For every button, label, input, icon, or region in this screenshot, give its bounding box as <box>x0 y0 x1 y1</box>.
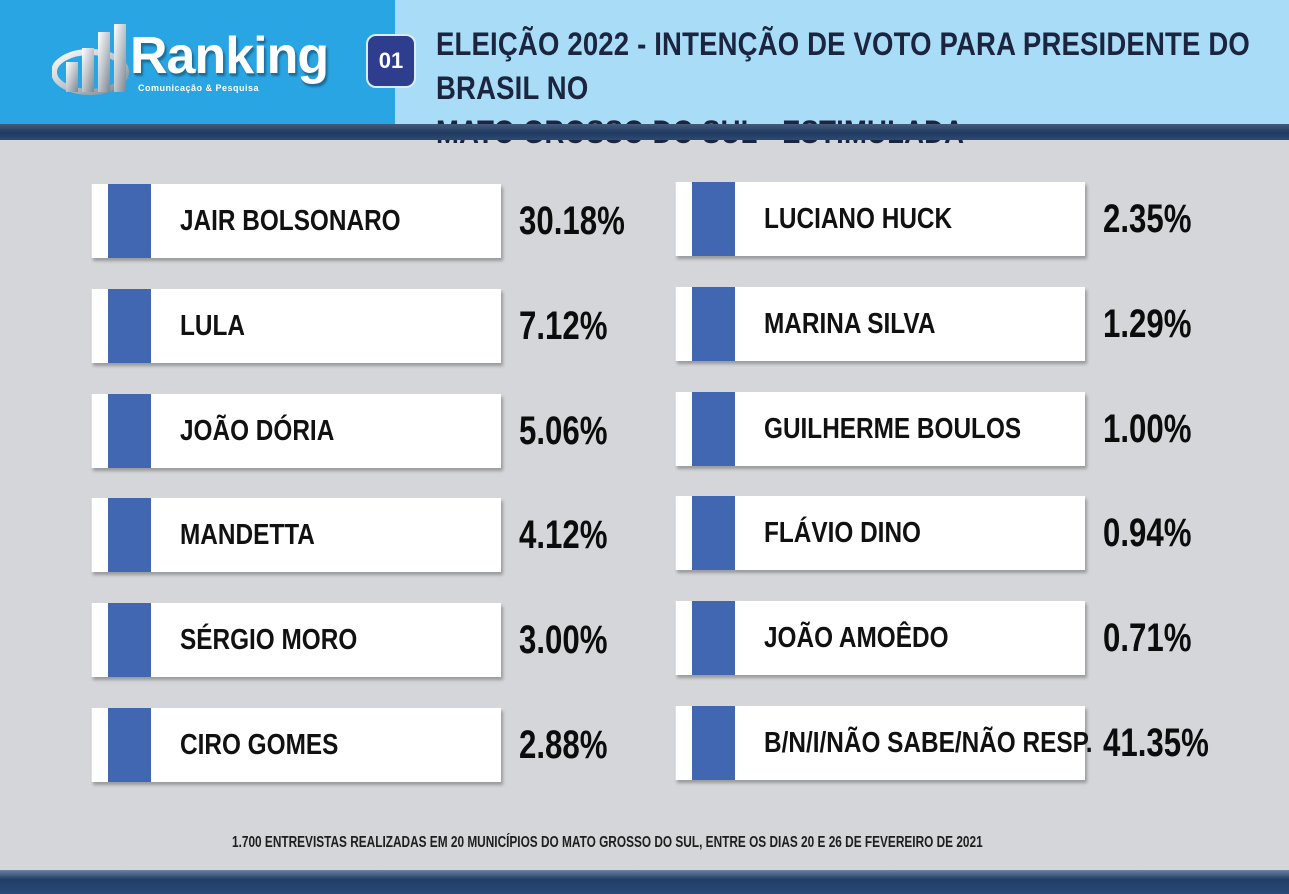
candidate-name: SÉRGIO MORO <box>180 623 358 656</box>
candidate-percentage: 3.00% <box>519 617 608 662</box>
candidate-accent-bar <box>692 601 735 675</box>
candidate-card: JOÃO AMOÊDO <box>675 601 1085 675</box>
candidate-percentage: 1.00% <box>1103 406 1192 451</box>
candidate-percentage: 4.12% <box>519 512 608 557</box>
candidate-name: GUILHERME BOULOS <box>764 412 1022 445</box>
candidate-card: LULA <box>91 289 501 363</box>
candidate-card: MARINA SILVA <box>675 287 1085 361</box>
candidate-card: B/N/I/NÃO SABE/NÃO RESP. <box>675 706 1093 780</box>
candidate-percentage: 2.35% <box>1103 196 1192 241</box>
candidate-accent-bar <box>692 392 735 466</box>
candidate-name: MANDETTA <box>180 518 315 551</box>
candidate-accent-bar <box>108 708 151 782</box>
candidate-name: JOÃO AMOÊDO <box>764 621 949 654</box>
candidate-accent-bar <box>692 496 735 570</box>
candidate-accent-bar <box>108 289 151 363</box>
slide-number-badge: 01 <box>366 34 416 88</box>
candidate-accent-bar <box>692 706 735 780</box>
candidate-card: MANDETTA <box>91 498 501 572</box>
candidate-name: JOÃO DÓRIA <box>180 414 335 447</box>
header: Ranking Comunicação & Pesquisa 01 ELEIÇÃ… <box>0 0 1289 150</box>
candidate-percentage: 7.12% <box>519 303 608 348</box>
candidate-percentage: 2.88% <box>519 722 608 767</box>
candidate-name: MARINA SILVA <box>764 307 936 340</box>
candidate-percentage: 0.71% <box>1103 615 1192 660</box>
logo-panel: Ranking Comunicação & Pesquisa <box>0 0 395 124</box>
candidate-name: B/N/I/NÃO SABE/NÃO RESP. <box>764 726 1093 759</box>
bottom-divider-band <box>0 870 1289 894</box>
candidate-name: LUCIANO HUCK <box>764 202 953 235</box>
candidate-name: LULA <box>180 309 245 342</box>
candidate-card: LUCIANO HUCK <box>675 182 1085 256</box>
candidate-accent-bar <box>108 184 151 258</box>
candidate-name: JAIR BOLSONARO <box>180 204 401 237</box>
candidate-accent-bar <box>108 603 151 677</box>
candidate-accent-bar <box>692 287 735 361</box>
candidate-card: SÉRGIO MORO <box>91 603 501 677</box>
logo-wordmark: Ranking <box>130 27 329 85</box>
candidate-card: FLÁVIO DINO <box>675 496 1085 570</box>
candidate-name: FLÁVIO DINO <box>764 516 921 549</box>
candidate-card: GUILHERME BOULOS <box>675 392 1085 466</box>
survey-footnote: 1.700 ENTREVISTAS REALIZADAS EM 20 MUNIC… <box>232 834 983 851</box>
candidate-card: JAIR BOLSONARO <box>91 184 501 258</box>
candidate-accent-bar <box>692 182 735 256</box>
candidate-percentage: 1.29% <box>1103 301 1192 346</box>
candidate-name: CIRO GOMES <box>180 728 339 761</box>
candidate-percentage: 0.94% <box>1103 510 1192 555</box>
candidate-accent-bar <box>108 498 151 572</box>
ranking-logo-icon <box>52 24 129 95</box>
candidate-accent-bar <box>108 394 151 468</box>
top-divider-band <box>0 124 1289 140</box>
title-line-1: ELEIÇÃO 2022 - INTENÇÃO DE VOTO PARA PRE… <box>436 26 1250 106</box>
logo-tagline: Comunicação & Pesquisa <box>138 83 260 93</box>
candidate-card: JOÃO DÓRIA <box>91 394 501 468</box>
candidate-card: CIRO GOMES <box>91 708 501 782</box>
candidate-percentage: 5.06% <box>519 408 608 453</box>
candidate-percentage: 41.35% <box>1103 720 1209 765</box>
candidate-percentage: 30.18% <box>519 198 625 243</box>
